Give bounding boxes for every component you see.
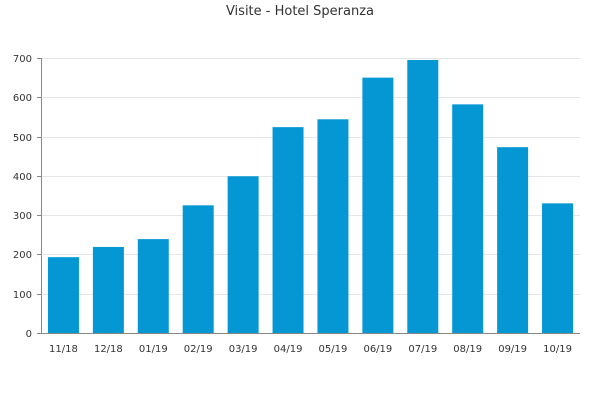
x-tick-label: 03/19	[229, 344, 258, 355]
x-tick-label: 06/19	[363, 344, 392, 355]
y-tick-label: 400	[13, 172, 32, 183]
bar	[317, 119, 349, 334]
bar	[362, 77, 394, 334]
chart-title: Visite - Hotel Speranza	[225, 4, 375, 19]
bar	[182, 205, 214, 333]
bar	[407, 59, 439, 333]
y-tick-label: 600	[13, 93, 32, 104]
bar	[497, 147, 529, 333]
y-tick-label: 100	[13, 290, 32, 301]
x-tick-label: 02/19	[184, 344, 213, 355]
y-tick-label: 300	[13, 211, 32, 222]
x-tick-label: 04/19	[274, 344, 303, 355]
y-tick-label: 700	[13, 54, 32, 65]
x-tick-label: 09/19	[498, 344, 527, 355]
tick-labels: 0 100 200 300 400 500 600 700 11/18 12/18 01/19 02/…	[13, 54, 572, 355]
bar	[542, 203, 574, 333]
bar	[272, 127, 304, 334]
bar	[137, 239, 169, 333]
axes	[37, 58, 580, 334]
x-tick-label: 10/19	[543, 344, 572, 355]
x-tick-label: 12/18	[94, 344, 123, 355]
grid-lines	[41, 58, 580, 295]
y-tick-label: 200	[13, 250, 32, 261]
bars	[47, 59, 574, 334]
x-tick-label: 05/19	[319, 344, 348, 355]
bar	[452, 104, 484, 333]
x-tick-label: 08/19	[453, 344, 482, 355]
bar	[227, 176, 259, 333]
bar	[47, 257, 79, 333]
bar	[92, 246, 124, 333]
x-tick-label: 11/18	[49, 344, 78, 355]
y-tick-label: 0	[26, 329, 32, 340]
y-tick-label: 500	[13, 133, 32, 144]
x-tick-label: 07/19	[408, 344, 437, 355]
x-tick-label: 01/19	[139, 344, 168, 355]
